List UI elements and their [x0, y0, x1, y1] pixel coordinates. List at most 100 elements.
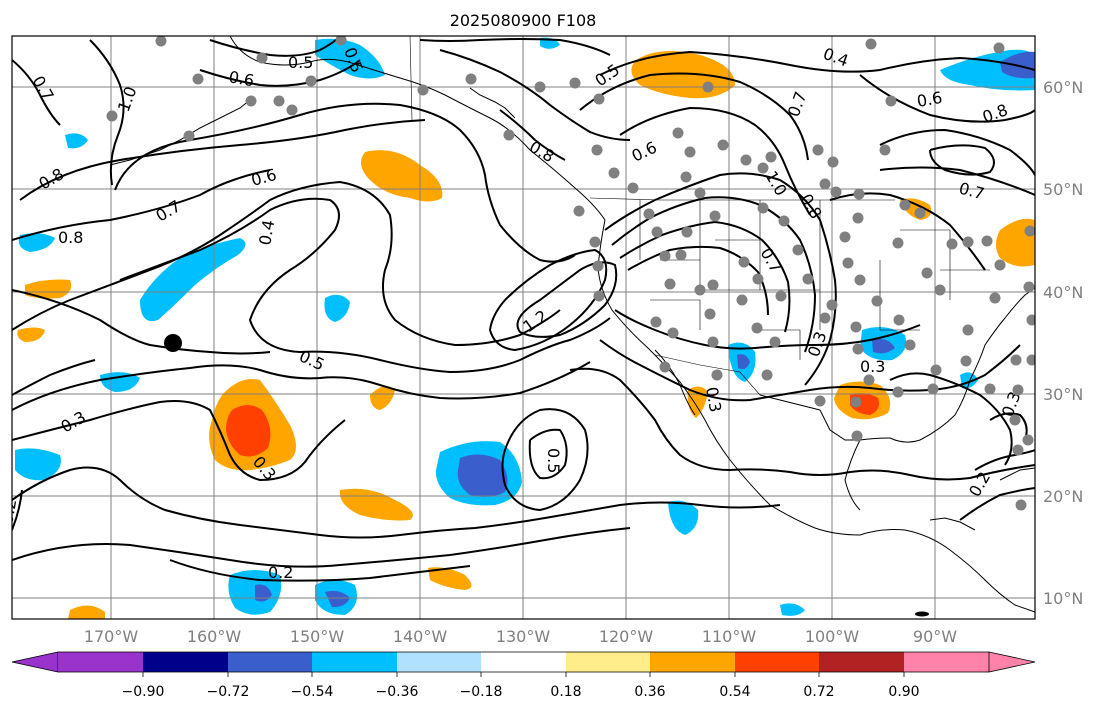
island-marker: [915, 611, 929, 617]
station-dot: [850, 396, 862, 408]
station-dot: [962, 236, 974, 248]
station-markers: [106, 36, 1035, 511]
station-dot: [680, 171, 692, 183]
colorbar-segment: [228, 652, 312, 672]
station-dot: [717, 139, 729, 151]
colorbar-segment: [735, 652, 819, 672]
station-dot: [892, 237, 904, 249]
station-dot: [256, 52, 268, 64]
shade-patch-orange: [428, 567, 472, 590]
contour-label: 0.5: [288, 53, 313, 72]
station-dot: [736, 294, 748, 306]
station-dot: [830, 186, 842, 198]
shade-patch-darkblue: [737, 354, 750, 370]
colorbar-tick-label: −0.18: [460, 684, 503, 700]
shade-patch-red: [226, 405, 271, 457]
contour-label: 0.3: [702, 385, 725, 413]
station-dot: [286, 104, 298, 116]
station-dot: [1023, 281, 1035, 293]
lat-tick-label: 30°N: [1043, 385, 1083, 404]
station-dot: [534, 81, 546, 93]
station-dot: [927, 383, 939, 395]
station-dot: [465, 73, 477, 85]
shade-patch-blue: [140, 238, 246, 322]
station-dot: [659, 250, 671, 262]
shade-patch-blue: [18, 233, 55, 252]
shade-patch-orange: [339, 488, 413, 521]
colorbar-tick-label: 0.72: [803, 684, 834, 700]
contour-label: 0.5: [544, 448, 563, 473]
station-dot: [1026, 354, 1035, 366]
station-dot: [245, 95, 257, 107]
contour-label: 0.6: [915, 88, 943, 111]
lon-tick-label: 160°W: [187, 627, 242, 646]
station-dot: [1012, 444, 1024, 456]
lat-tick-label: 40°N: [1043, 283, 1083, 302]
colorbar-tick-label: 0.90: [888, 684, 919, 700]
shade-patch-darkblue: [255, 584, 272, 602]
station-dot: [981, 235, 993, 247]
lat-tick-label: 50°N: [1043, 180, 1083, 199]
station-dot: [707, 279, 719, 291]
station-dot: [994, 259, 1006, 271]
lon-tick-label: 170°W: [84, 627, 139, 646]
station-dot: [854, 274, 866, 286]
station-dot: [569, 77, 581, 89]
station-dot: [592, 260, 604, 272]
station-dot: [812, 144, 824, 156]
lon-tick-label: 90°W: [913, 627, 957, 646]
station-dot: [1022, 434, 1034, 446]
station-dot: [852, 343, 864, 355]
station-dot: [892, 386, 904, 398]
station-dot: [672, 127, 684, 139]
station-dot: [757, 202, 769, 214]
colorbar: −0.90 −0.72 −0.54 −0.36 −0.18 0.18 0.36 …: [11, 651, 1036, 700]
colorbar-segment: [566, 652, 650, 672]
station-dot: [989, 292, 1001, 304]
station-dot: [651, 226, 663, 238]
station-dot: [738, 256, 750, 268]
station-dot: [934, 284, 946, 296]
lat-tick-label: 20°N: [1043, 487, 1083, 506]
station-dot: [643, 208, 655, 220]
station-dot: [593, 290, 605, 302]
station-dot: [305, 75, 317, 87]
station-dot: [1012, 384, 1024, 396]
station-dot: [993, 42, 1005, 54]
contour-label: 0.6: [227, 67, 255, 90]
station-dot: [675, 249, 687, 261]
shade-patch-blue: [324, 294, 350, 322]
colorbar-segment: [58, 652, 143, 672]
colorbar-segment: [904, 652, 989, 672]
colorbar-tick-label: −0.54: [291, 684, 334, 700]
station-dot: [591, 144, 603, 156]
shade-patch-orange: [68, 605, 105, 619]
lon-tick-label: 150°W: [290, 627, 345, 646]
station-dot: [664, 278, 676, 290]
station-dot: [827, 156, 839, 168]
contour-label: 0.2: [268, 563, 293, 582]
station-dot: [863, 374, 875, 386]
station-dot: [865, 38, 877, 50]
colorbar-segment: [143, 652, 228, 672]
colorbar-extend-high: [988, 651, 1036, 673]
station-dot: [335, 36, 347, 46]
station-dot: [960, 355, 972, 367]
station-dot: [1024, 225, 1035, 237]
colorbar-segment: [650, 652, 735, 672]
lon-tick-label: 120°W: [599, 627, 654, 646]
station-dot: [711, 369, 723, 381]
station-dot: [899, 199, 911, 211]
station-dot: [826, 299, 838, 311]
station-dot: [183, 130, 195, 142]
station-dot: [751, 322, 763, 334]
colorbar-segment: [397, 652, 481, 672]
station-dot: [885, 95, 897, 107]
station-dot: [765, 151, 777, 163]
station-dot: [904, 339, 916, 351]
station-dot: [914, 207, 926, 219]
colorbar-tick-label: 0.36: [634, 684, 665, 700]
station-dot: [839, 231, 851, 243]
shade-patch-orange: [17, 327, 45, 342]
lon-tick-label: 130°W: [496, 627, 551, 646]
